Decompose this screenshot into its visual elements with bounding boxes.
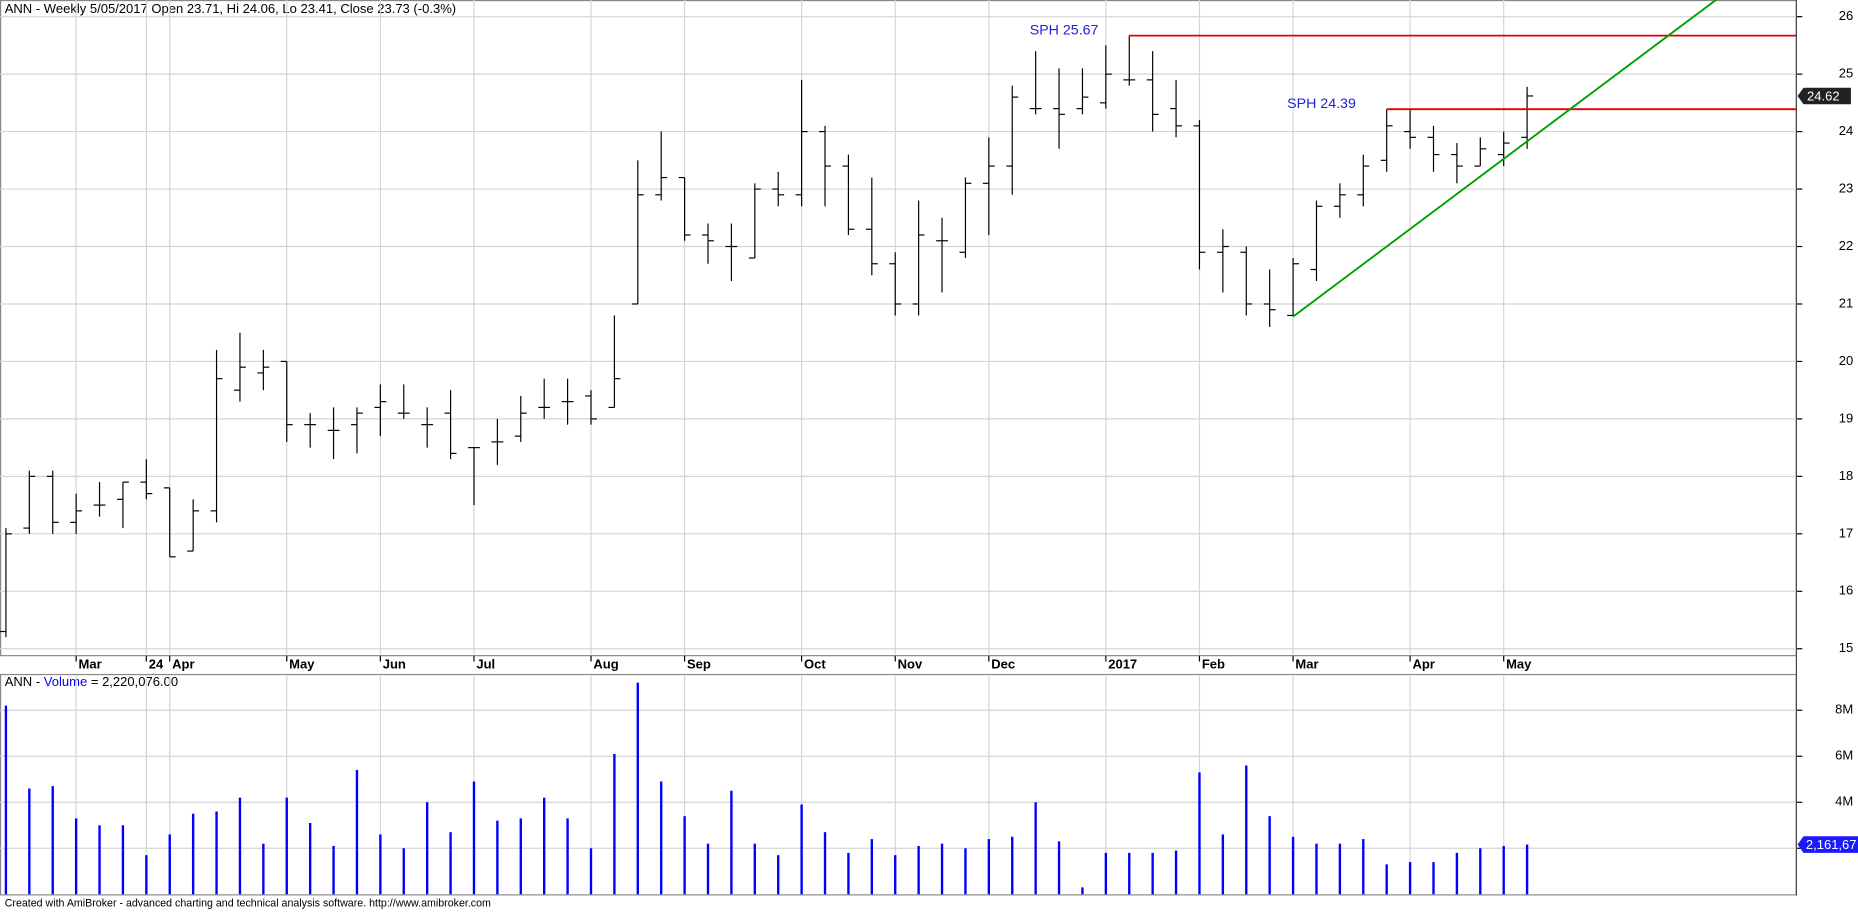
y-tick-label: 26 <box>1839 8 1853 23</box>
y-tick-label: 24 <box>1839 123 1853 138</box>
x-tick-label: Mar <box>79 657 102 672</box>
last-volume-marker <box>1797 836 1858 853</box>
y-tick-label: 20 <box>1839 353 1853 368</box>
x-tick-label: Apr <box>172 657 194 672</box>
y-tick-label: 23 <box>1839 181 1853 196</box>
y-tick-label: 16 <box>1839 583 1853 598</box>
y-tick-label: 19 <box>1839 410 1853 425</box>
y-tick-label: 25 <box>1839 66 1853 81</box>
y-tick-label: 17 <box>1839 525 1853 540</box>
y-tick-label: 8M <box>1835 702 1853 717</box>
x-tick-label: Apr <box>1412 657 1434 672</box>
trendline <box>1292 140 1528 318</box>
trendline-extension <box>1526 0 1718 143</box>
footer: Created with AmiBroker - advanced charti… <box>5 898 491 910</box>
x-tick-label: Jul <box>476 657 495 672</box>
x-tick-label: Nov <box>898 657 923 672</box>
volume-title: ANN - Volume = 2,220,076.00 <box>5 674 178 689</box>
x-tick-label: Oct <box>804 657 826 672</box>
x-tick-label: Feb <box>1202 657 1225 672</box>
x-tick-label: Dec <box>991 657 1015 672</box>
y-tick-label: 6M <box>1835 748 1853 763</box>
annotation-label: SPH 24.39 <box>1287 96 1356 112</box>
last-price-marker <box>1797 87 1851 105</box>
x-tick-label: Sep <box>687 657 711 672</box>
x-tick-label: 2017 <box>1108 657 1137 672</box>
last-price-label: 24.62 <box>1807 89 1840 104</box>
x-tick-label: May <box>1506 657 1532 672</box>
last-volume-label: 2,161,67 <box>1806 837 1857 852</box>
annotation-label: SPH 25.67 <box>1030 23 1099 39</box>
x-tick-label: Jun <box>383 657 406 672</box>
volume-value: = 2,220,076.00 <box>87 674 178 689</box>
volume-symbol: ANN - <box>5 674 44 689</box>
x-tick-label: May <box>289 657 315 672</box>
x-tick-label: 24 <box>149 657 164 672</box>
y-tick-label: 18 <box>1839 468 1853 483</box>
y-tick-label: 15 <box>1839 640 1853 655</box>
x-tick-label: Aug <box>593 657 618 672</box>
volume-name: Volume <box>44 674 87 689</box>
y-tick-label: 4M <box>1835 794 1853 809</box>
y-tick-label: 22 <box>1839 238 1853 253</box>
chart-title: ANN - Weekly 5/05/2017 Open 23.71, Hi 24… <box>5 1 456 16</box>
trendline-group <box>1292 0 1718 318</box>
x-tick-label: Mar <box>1295 657 1318 672</box>
y-tick-label: 21 <box>1839 295 1853 310</box>
